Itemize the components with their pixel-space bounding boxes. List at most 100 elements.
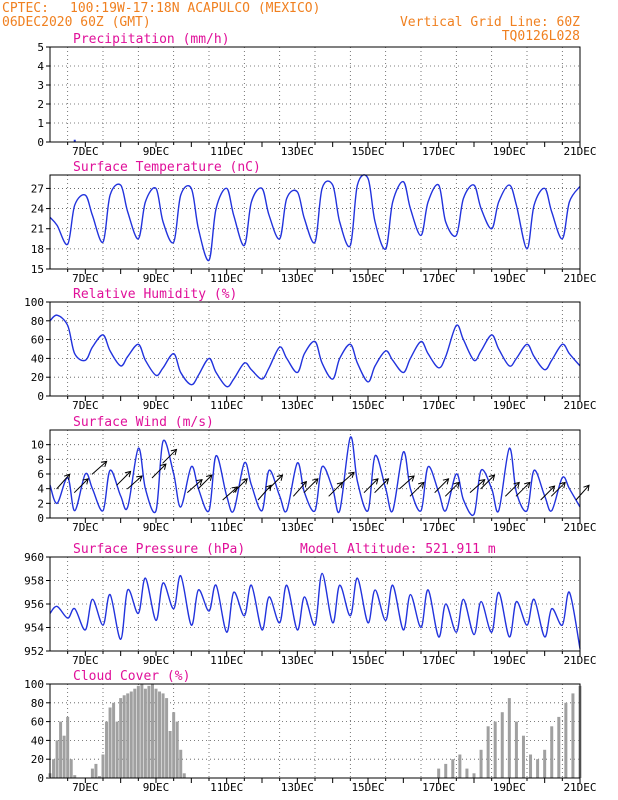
panel-frame: [49, 683, 581, 779]
x-tick-label: 7DEC: [72, 399, 99, 412]
x-tick-label: 19DEC: [493, 781, 526, 794]
panel-title: Surface Wind (m/s): [73, 415, 214, 430]
cloud-bar: [94, 763, 98, 778]
x-tick-label: 17DEC: [422, 781, 455, 794]
cloud-bar: [529, 754, 533, 778]
wind-arrow: [222, 486, 238, 501]
wind-arrow: [444, 482, 460, 497]
panel-frame: [49, 301, 581, 397]
cloud-bar: [55, 740, 59, 778]
cloud-bar: [507, 698, 511, 778]
panel-frame: [49, 429, 581, 519]
cloud-bar: [62, 735, 66, 778]
panel-3: 0 20 40 60 80 100 7DEC 9DEC 11DEC 13DEC 15DEC 17DEC…: [24, 287, 596, 412]
x-tick-label: 21DEC: [563, 521, 596, 534]
cloud-bar: [158, 691, 162, 778]
y-tick-label: 27: [31, 182, 44, 195]
cloud-bar: [143, 688, 147, 778]
x-tick-label: 15DEC: [351, 399, 384, 412]
wind-arrow: [303, 478, 319, 494]
x-tick-label: 21DEC: [563, 145, 596, 158]
header: CPTEC: 100:19W-17:18N ACAPULCO (MEXICO) …: [2, 1, 580, 44]
header-run-time: 06DEC2020 60Z (GMT): [2, 15, 151, 30]
cloud-bar: [129, 691, 133, 778]
header-location: 100:19W-17:18N ACAPULCO (MEXICO): [70, 1, 320, 16]
wind-arrow: [91, 460, 107, 475]
cloud-bar: [150, 684, 154, 778]
cloud-bar: [521, 735, 525, 778]
cloud-bar: [59, 721, 63, 778]
wind-arrow-head: [300, 480, 307, 488]
wind-arrow: [151, 463, 167, 479]
y-tick-label: 6: [37, 468, 44, 481]
x-tick-label: 7DEC: [72, 654, 99, 667]
y-tick-label: 40: [31, 352, 44, 365]
x-tick-label: 11DEC: [210, 654, 243, 667]
header-source: CPTEC:: [2, 1, 49, 16]
cloud-bar: [69, 759, 73, 778]
precip-bar: [73, 139, 76, 142]
x-tick-label: 11DEC: [210, 781, 243, 794]
x-tick-label: 15DEC: [351, 654, 384, 667]
panel-title: Cloud Cover (%): [73, 669, 190, 684]
cloud-bar: [119, 698, 123, 778]
cloud-bar: [536, 759, 540, 778]
x-tick-label: 11DEC: [210, 521, 243, 534]
wind-arrow: [232, 478, 248, 494]
cloud-bar: [90, 768, 94, 778]
wind-arrow: [268, 474, 283, 490]
wind-arrow-head: [265, 484, 272, 492]
wind-arrow-head: [136, 475, 143, 482]
wind-arrow-head: [160, 463, 167, 470]
wind-arrow-head: [488, 474, 496, 481]
cloud-bar: [140, 684, 144, 778]
wind-arrow: [197, 474, 213, 490]
wind-arrow-head: [382, 478, 390, 485]
wind-arrow: [73, 478, 89, 494]
wind-arrow-head: [124, 470, 132, 478]
x-tick-label: 21DEC: [563, 272, 596, 285]
y-tick-label: 100: [24, 678, 44, 691]
y-tick-label: 0: [37, 512, 44, 525]
cloud-bar: [122, 695, 126, 778]
wind-arrow: [126, 475, 143, 490]
y-tick-label: 18: [31, 243, 44, 256]
panel-frame: [49, 46, 581, 143]
cloud-bar: [112, 702, 116, 778]
y-tick-label: 1: [37, 117, 44, 130]
cloud-bar: [147, 685, 151, 778]
cloud-bar: [172, 712, 176, 778]
wind-arrow-head: [408, 475, 415, 482]
wind-arrow: [409, 482, 425, 497]
x-tick-label: 13DEC: [281, 781, 314, 794]
cloud-bar: [550, 726, 554, 778]
wind-arrow-head: [241, 478, 248, 485]
x-tick-label: 15DEC: [351, 145, 384, 158]
cloud-bar: [437, 768, 441, 778]
panel-frame: [49, 556, 581, 652]
panel-title: Surface Pressure (hPa): [73, 542, 245, 557]
x-tick-label: 21DEC: [563, 781, 596, 794]
cloud-bar: [154, 688, 158, 778]
y-tick-label: 0: [37, 136, 44, 149]
y-tick-label: 958: [24, 575, 44, 588]
cloud-bar: [514, 721, 518, 778]
x-tick-label: 9DEC: [143, 399, 170, 412]
panel-5: 952 954 956 958 960 7DEC 9DEC 11DEC 13DEC 15DEC 17…: [24, 542, 596, 667]
wind-arrow-head: [206, 474, 213, 481]
x-tick-label: 13DEC: [281, 521, 314, 534]
cloud-bar: [168, 731, 172, 778]
y-tick-label: 15: [31, 263, 44, 276]
y-tick-label: 80: [31, 315, 44, 328]
cloud-bar: [182, 773, 186, 778]
cloud-bar: [479, 749, 483, 778]
y-tick-label: 5: [37, 41, 44, 54]
wind-arrow-head: [276, 474, 284, 481]
wind-arrow-head: [231, 486, 239, 493]
wind-arrow-head: [548, 485, 556, 492]
cloud-bar: [458, 754, 462, 778]
wind-arrow-head: [453, 481, 460, 489]
y-tick-label: 80: [31, 697, 44, 710]
x-tick-label: 13DEC: [281, 272, 314, 285]
cloud-bar: [161, 693, 165, 778]
